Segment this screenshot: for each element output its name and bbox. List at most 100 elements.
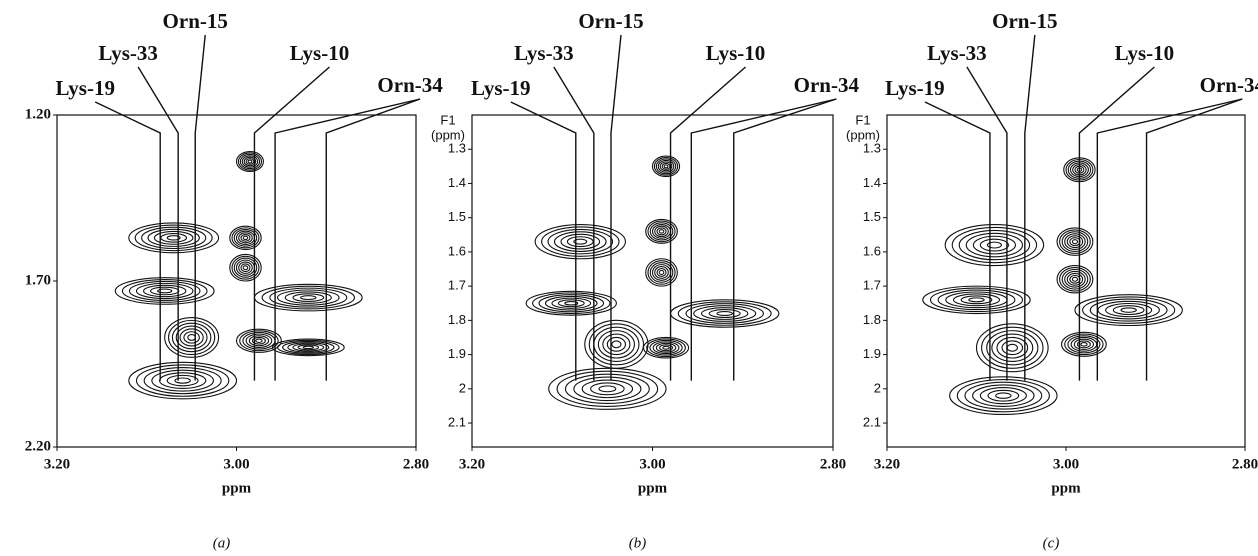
contour-level xyxy=(144,368,221,394)
contour-level xyxy=(612,341,621,348)
contour-level xyxy=(969,298,984,302)
peak-pointer xyxy=(511,102,576,381)
contour-level xyxy=(176,326,207,349)
y-tick-label: 2.1 xyxy=(863,414,881,429)
contour-peak xyxy=(1057,228,1093,255)
x-tick-label: 3.20 xyxy=(459,456,485,472)
contour-level xyxy=(656,159,675,174)
contour-level xyxy=(664,165,668,168)
y-tick-label: 1.7 xyxy=(863,278,881,293)
contour-level xyxy=(594,327,639,361)
y-axis-label: (ppm) xyxy=(846,127,880,142)
contour-level xyxy=(234,258,256,277)
peak-label: Lys-33 xyxy=(98,41,158,65)
y-axis-label: F1 xyxy=(855,112,870,127)
contour-level xyxy=(650,263,673,283)
contour-peak xyxy=(923,286,1030,313)
y-tick-label: 1.4 xyxy=(863,175,881,190)
contour-peak xyxy=(1057,266,1093,293)
x-tick-label: 2.80 xyxy=(403,456,429,472)
contour-level xyxy=(686,304,763,324)
contour-level xyxy=(1070,238,1080,246)
contour-level xyxy=(650,340,682,355)
contour-level xyxy=(709,310,740,318)
x-tick-label: 3.00 xyxy=(223,456,249,472)
peak-label: Lys-10 xyxy=(1115,41,1175,65)
peak-label: Orn-34 xyxy=(377,73,443,97)
contour-level xyxy=(558,300,584,307)
contour-level xyxy=(293,294,324,302)
contour-level xyxy=(1068,336,1100,353)
contour-level xyxy=(659,230,664,233)
contour-level xyxy=(574,377,641,400)
contour-level xyxy=(1007,344,1017,351)
contour-level xyxy=(657,228,666,235)
peak-pointer xyxy=(1097,99,1242,381)
contour-peak xyxy=(646,259,678,286)
x-tick-label: 2.80 xyxy=(1232,456,1258,472)
peak-pointer xyxy=(691,99,836,381)
contour-peak xyxy=(1075,295,1182,326)
y-tick-label: 2 xyxy=(459,380,466,395)
y-tick-label: 1.6 xyxy=(863,243,881,258)
contour-level xyxy=(248,160,252,163)
contour-level xyxy=(151,287,179,295)
contour-level xyxy=(240,154,259,168)
peak-pointer xyxy=(925,102,990,381)
plot-frame xyxy=(887,115,1245,447)
contour-peak xyxy=(165,318,219,358)
contour-level xyxy=(657,269,666,277)
panel-caption: (b) xyxy=(629,535,647,551)
contour-level xyxy=(246,159,254,165)
peak-label: Orn-15 xyxy=(578,9,643,33)
contour-level xyxy=(1090,299,1167,321)
peak-label: Lys-19 xyxy=(471,76,531,100)
contour-level xyxy=(952,227,1036,262)
y-tick-label: 1.8 xyxy=(863,312,881,327)
contour-level xyxy=(662,163,670,169)
contour-level xyxy=(1062,232,1088,252)
y-tick-label: 1.6 xyxy=(448,243,466,258)
contour-peak xyxy=(254,284,362,311)
contour-peak xyxy=(549,368,666,409)
contour-level xyxy=(167,375,198,385)
x-tick-label: 3.00 xyxy=(639,456,665,472)
contour-level xyxy=(241,235,250,242)
x-tick-label: 3.20 xyxy=(44,456,70,472)
peak-pointer xyxy=(734,99,837,381)
contour-level xyxy=(301,296,316,300)
x-tick-label: 3.00 xyxy=(1053,456,1079,472)
contour-level xyxy=(161,234,187,243)
contour-peak xyxy=(230,226,261,249)
panel-caption: (c) xyxy=(1043,535,1060,551)
contour-level xyxy=(565,374,649,403)
peak-label: Lys-10 xyxy=(290,41,350,65)
contour-level xyxy=(959,230,1029,259)
contour-level xyxy=(243,332,275,349)
contour-level xyxy=(1070,275,1080,283)
contour-level xyxy=(241,264,250,272)
contour-peak xyxy=(272,339,344,356)
y-tick-label: 1.20 xyxy=(25,106,51,122)
contour-level xyxy=(965,382,1042,409)
contour-level xyxy=(938,290,1015,310)
contour-level xyxy=(598,331,634,358)
contour-level xyxy=(256,339,262,342)
contour-peak xyxy=(671,300,779,327)
x-tick-label: 3.20 xyxy=(874,456,900,472)
contour-level xyxy=(303,346,313,348)
contour-peak xyxy=(115,278,214,305)
peak-pointer xyxy=(326,99,420,381)
peak-pointer xyxy=(1079,67,1154,381)
peak-label: Orn-15 xyxy=(992,9,1057,33)
contour-peak xyxy=(646,219,678,243)
peak-pointer xyxy=(195,35,205,381)
contour-level xyxy=(129,281,200,300)
contour-level xyxy=(243,236,247,239)
contour-peak xyxy=(950,377,1057,415)
contour-level xyxy=(175,378,190,383)
peak-label: Lys-33 xyxy=(514,41,574,65)
contour-level xyxy=(188,335,196,341)
contour-level xyxy=(961,296,992,304)
contour-level xyxy=(982,327,1043,368)
